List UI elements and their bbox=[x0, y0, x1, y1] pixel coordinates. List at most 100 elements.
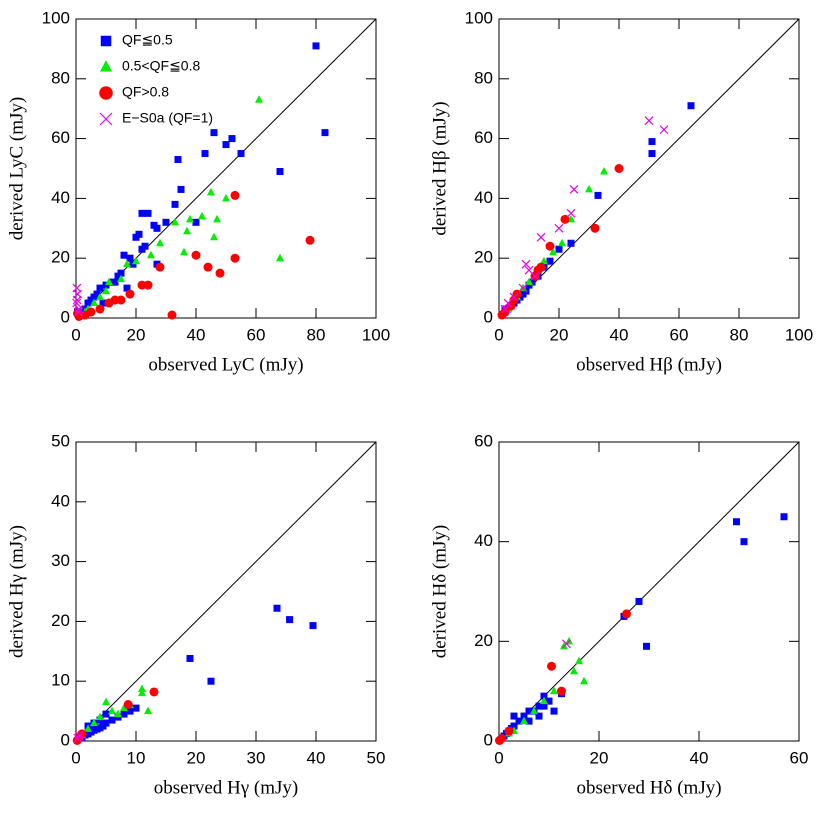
circle-marker bbox=[72, 735, 82, 745]
triangle-marker bbox=[180, 247, 188, 256]
square-marker bbox=[545, 697, 553, 705]
legend-label: E−S0a (QF=1) bbox=[122, 110, 213, 126]
triangle-marker bbox=[186, 214, 194, 223]
triangle-marker bbox=[198, 211, 206, 220]
cross-marker bbox=[503, 298, 513, 308]
circle-marker bbox=[545, 241, 555, 251]
legend-marker bbox=[99, 112, 113, 126]
y-axis-label: derived LyC (mJy) bbox=[6, 97, 27, 241]
cross-marker bbox=[72, 298, 82, 308]
triangle-marker bbox=[96, 712, 104, 721]
circle-marker bbox=[149, 687, 159, 697]
circle-marker bbox=[590, 223, 600, 233]
y-tick-label: 40 bbox=[51, 188, 70, 207]
legend-marker bbox=[100, 60, 112, 72]
x-axis-label: observed Hγ (mJy) bbox=[154, 777, 299, 798]
cross-marker bbox=[554, 223, 564, 233]
square-marker bbox=[192, 218, 200, 226]
square-marker bbox=[111, 278, 119, 286]
y-tick-label: 40 bbox=[51, 491, 70, 510]
square-marker bbox=[515, 717, 523, 725]
triangle-marker bbox=[530, 706, 538, 715]
plot-frame bbox=[75, 441, 377, 742]
square-marker bbox=[144, 209, 152, 217]
triangle-marker bbox=[580, 676, 588, 685]
square-marker bbox=[733, 518, 740, 526]
y-tick-label: 60 bbox=[474, 128, 493, 147]
square-marker bbox=[321, 129, 329, 137]
square-marker bbox=[99, 299, 107, 307]
x-tick-label: 80 bbox=[307, 325, 326, 344]
x-tick-label: 60 bbox=[247, 325, 266, 344]
cross-marker bbox=[74, 730, 84, 740]
square-marker bbox=[286, 616, 294, 624]
circle-marker bbox=[215, 268, 225, 278]
circle-marker bbox=[495, 736, 504, 746]
triangle-marker bbox=[276, 253, 284, 262]
circle-marker bbox=[95, 304, 105, 314]
triangle-marker bbox=[138, 688, 146, 697]
square-marker bbox=[162, 218, 170, 226]
square-marker bbox=[635, 597, 643, 605]
circle-marker bbox=[622, 609, 631, 619]
triangle-marker bbox=[585, 184, 593, 193]
y-tick-label: 0 bbox=[484, 307, 493, 326]
plot-frame bbox=[498, 441, 800, 742]
circle-marker bbox=[614, 164, 624, 173]
y-tick-label: 100 bbox=[465, 8, 493, 27]
x-tick-label: 0 bbox=[71, 748, 80, 767]
circle-marker bbox=[191, 250, 201, 260]
y-tick-label: 100 bbox=[42, 8, 70, 27]
square-marker bbox=[126, 707, 134, 715]
triangle-marker bbox=[90, 298, 98, 307]
square-marker bbox=[555, 245, 563, 253]
y-axis-label: derived Hδ (mJy) bbox=[429, 525, 450, 658]
x-tick-label: 20 bbox=[127, 325, 146, 344]
triangle-marker bbox=[90, 718, 98, 727]
square-marker bbox=[546, 257, 554, 265]
one-to-one-line bbox=[75, 441, 377, 742]
circle-marker bbox=[167, 310, 177, 320]
triangle-marker bbox=[222, 193, 230, 202]
square-marker bbox=[780, 513, 788, 521]
y-tick-label: 80 bbox=[51, 68, 70, 87]
circle-marker bbox=[305, 235, 315, 245]
x-tick-label: 10 bbox=[127, 748, 146, 767]
triangle-marker bbox=[132, 256, 140, 265]
y-tick-label: 40 bbox=[474, 531, 493, 550]
one-to-one-line bbox=[498, 18, 800, 319]
cross-marker bbox=[569, 185, 579, 194]
square-marker bbox=[222, 141, 230, 149]
x-tick-label: 0 bbox=[494, 748, 503, 767]
plot-frame bbox=[75, 18, 377, 319]
triangle-marker bbox=[102, 286, 110, 295]
square-marker bbox=[535, 712, 543, 720]
square-marker bbox=[228, 135, 236, 143]
triangle-marker bbox=[550, 686, 558, 695]
x-tick-label: 60 bbox=[790, 748, 809, 767]
square-marker bbox=[648, 138, 656, 146]
square-marker bbox=[102, 710, 110, 718]
circle-marker bbox=[557, 686, 566, 696]
square-marker bbox=[520, 712, 528, 720]
y-tick-label: 80 bbox=[474, 68, 493, 87]
square-marker bbox=[309, 622, 317, 630]
x-axis-label: observed Hδ (mJy) bbox=[576, 777, 721, 798]
square-marker bbox=[540, 702, 548, 710]
square-marker bbox=[108, 716, 116, 724]
y-axis-label: derived Hβ (mJy) bbox=[429, 101, 450, 235]
circle-marker bbox=[125, 289, 135, 299]
square-marker bbox=[312, 42, 320, 50]
y-tick-label: 20 bbox=[51, 611, 70, 630]
x-tick-label: 0 bbox=[71, 325, 80, 344]
y-tick-label: 0 bbox=[61, 307, 70, 326]
triangle-marker bbox=[114, 709, 122, 718]
square-marker bbox=[84, 299, 92, 307]
square-marker bbox=[237, 150, 245, 158]
square-marker bbox=[141, 242, 149, 250]
cross-marker bbox=[536, 232, 546, 242]
triangle-marker bbox=[600, 166, 608, 175]
triangle-marker bbox=[108, 706, 116, 715]
circle-marker bbox=[155, 262, 165, 272]
one-to-one-line bbox=[498, 441, 800, 742]
